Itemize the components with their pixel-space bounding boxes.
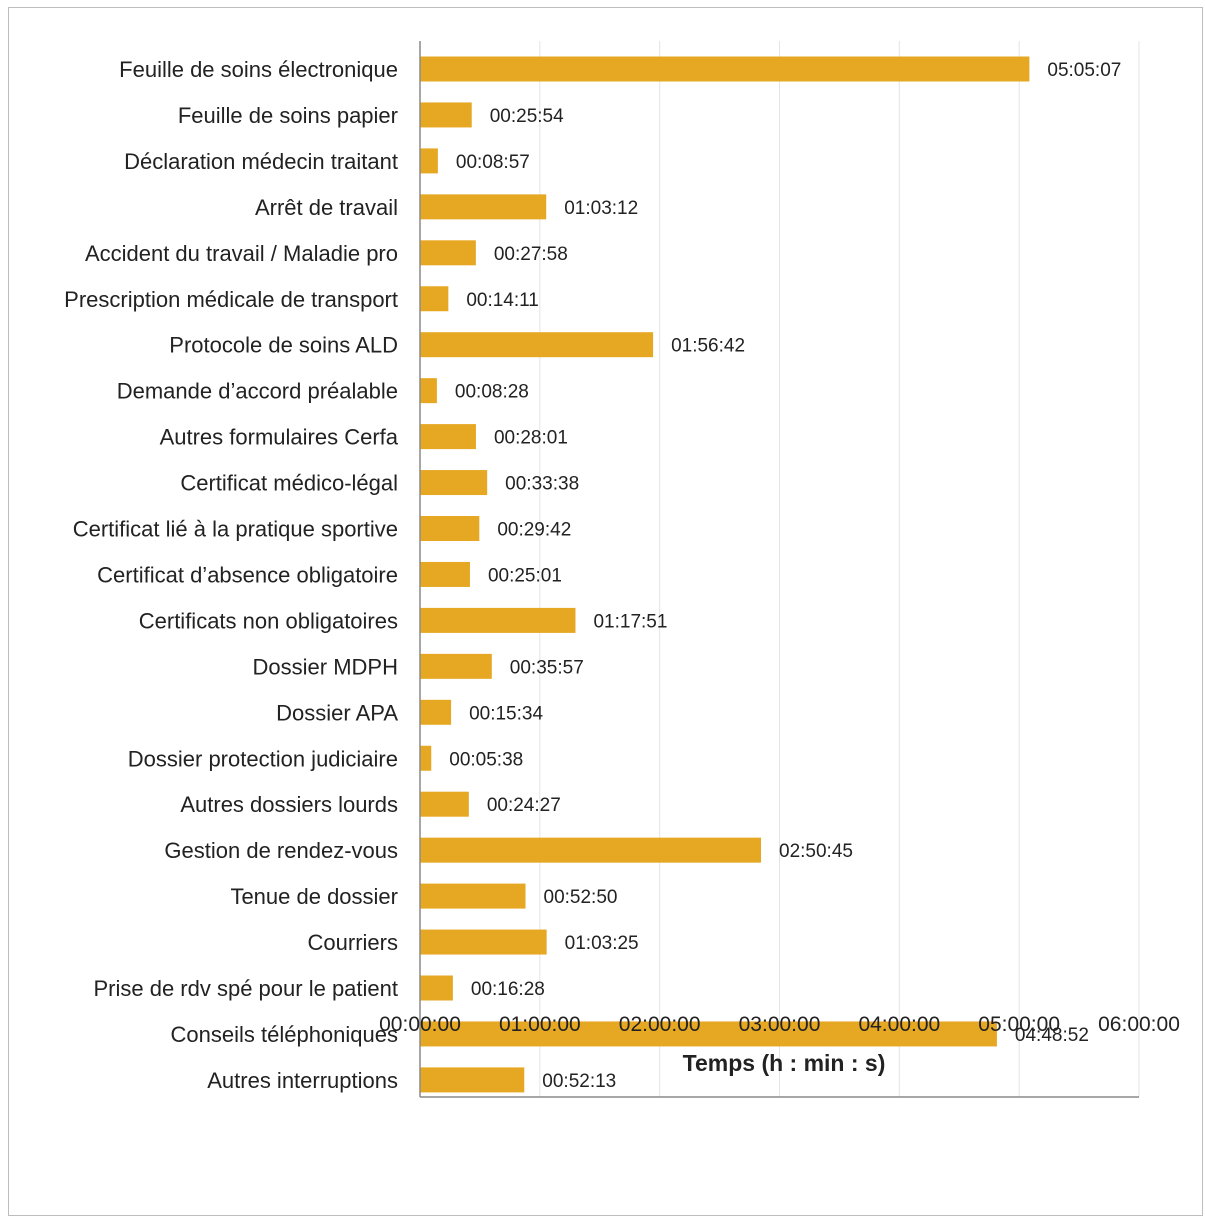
axes — [419, 41, 1139, 1098]
value-label: 00:08:28 — [455, 382, 529, 403]
bar — [420, 240, 476, 266]
category-label: Demande d’accord préalable — [117, 379, 398, 404]
value-label: 04:48:52 — [1015, 1025, 1089, 1046]
value-label: 00:14:11 — [466, 290, 539, 311]
value-label: 01:56:42 — [671, 336, 745, 357]
bar — [420, 516, 480, 541]
value-label: 00:29:42 — [497, 520, 571, 541]
x-tick-labels: 00:00:00 01:00:00 02:00:00 03:00:00 04:00:00… — [379, 1013, 1180, 1036]
bar — [420, 194, 547, 220]
value-label: 01:17:51 — [593, 611, 667, 632]
value-label: 00:52:13 — [542, 1071, 616, 1092]
category-label: Certificats non obligatoires — [139, 608, 398, 633]
category-label: Tenue de dossier — [230, 884, 398, 909]
value-label: 01:03:25 — [565, 933, 639, 954]
category-label: Conseils téléphoniques — [171, 1022, 399, 1047]
value-label: 00:16:28 — [471, 979, 545, 1000]
category-label: Autres formulaires Cerfa — [160, 425, 399, 450]
x-tick-label: 06:00:00 — [1098, 1013, 1180, 1036]
bar — [420, 424, 476, 450]
category-label: Feuille de soins électronique — [119, 57, 398, 82]
value-label: 00:27:58 — [494, 244, 568, 265]
value-label: 00:15:34 — [469, 703, 543, 724]
category-label: Dossier APA — [276, 700, 398, 725]
bar — [420, 929, 547, 955]
bar — [420, 286, 449, 312]
x-tick-label: 01:00:00 — [499, 1013, 581, 1036]
value-label: 00:52:50 — [544, 887, 618, 908]
bar — [420, 102, 472, 128]
gridlines — [539, 41, 1140, 1097]
bar-chart: Feuille de soins électronique Feuille de … — [64, 41, 1180, 1098]
category-label: Arrêt de travail — [255, 195, 398, 220]
value-label: 00:25:54 — [490, 106, 564, 127]
bar — [420, 653, 492, 679]
bar — [420, 332, 654, 358]
bar — [420, 607, 576, 633]
category-label: Feuille de soins papier — [178, 103, 398, 128]
value-label: 00:08:57 — [456, 152, 530, 173]
x-tick-label: 00:00:00 — [379, 1013, 461, 1036]
value-label: 00:35:57 — [510, 657, 584, 678]
x-tick-label: 02:00:00 — [619, 1013, 701, 1036]
x-tick-label: 05:00:00 — [978, 1013, 1060, 1036]
category-label: Protocole de soins ALD — [169, 333, 398, 358]
bar — [420, 975, 453, 1001]
value-label: 00:05:38 — [449, 749, 523, 770]
bar — [420, 699, 452, 725]
bar — [420, 837, 762, 863]
category-label: Accident du travail / Maladie pro — [85, 241, 398, 266]
bar — [420, 470, 488, 496]
value-labels: 05:05:07 00:25:54 00:08:57 01:03:12 00:27:58… — [449, 60, 1121, 1092]
value-label: 05:05:07 — [1047, 60, 1121, 81]
bar — [420, 56, 1030, 82]
bar — [420, 883, 526, 909]
category-label: Déclaration médecin traitant — [124, 149, 398, 174]
bar — [420, 791, 469, 817]
bar — [420, 1021, 997, 1047]
category-label: Prise de rdv spé pour le patient — [93, 976, 398, 1001]
bar — [420, 1067, 525, 1093]
category-label: Certificat d’absence obligatoire — [97, 562, 398, 587]
value-label: 01:03:12 — [564, 198, 638, 219]
category-label: Certificat médico-légal — [180, 471, 398, 496]
category-label: Dossier protection judiciaire — [128, 746, 398, 771]
value-label: 00:25:01 — [488, 565, 562, 586]
category-labels: Feuille de soins électronique Feuille de … — [64, 57, 399, 1093]
category-label: Gestion de rendez-vous — [164, 838, 398, 863]
value-label: 00:24:27 — [487, 795, 561, 816]
x-axis-title: Temps (h : min : s) — [683, 1050, 886, 1076]
bar — [420, 561, 470, 587]
bar — [420, 378, 437, 404]
category-label: Dossier MDPH — [253, 654, 398, 679]
value-label: 00:33:38 — [505, 474, 579, 495]
chart-frame: Feuille de soins électronique Feuille de … — [8, 7, 1203, 1216]
x-tick-label: 04:00:00 — [858, 1013, 940, 1036]
category-label: Prescription médicale de transport — [64, 287, 398, 312]
value-label: 02:50:45 — [779, 841, 853, 862]
bar — [420, 745, 432, 771]
category-label: Autres dossiers lourds — [180, 792, 398, 817]
category-label: Autres interruptions — [207, 1068, 398, 1093]
category-label: Courriers — [308, 930, 398, 955]
bars — [420, 56, 1030, 1093]
category-label: Certificat lié à la pratique sportive — [73, 517, 398, 542]
bar — [420, 148, 438, 174]
value-label: 00:28:01 — [494, 428, 568, 449]
x-tick-label: 03:00:00 — [739, 1013, 821, 1036]
